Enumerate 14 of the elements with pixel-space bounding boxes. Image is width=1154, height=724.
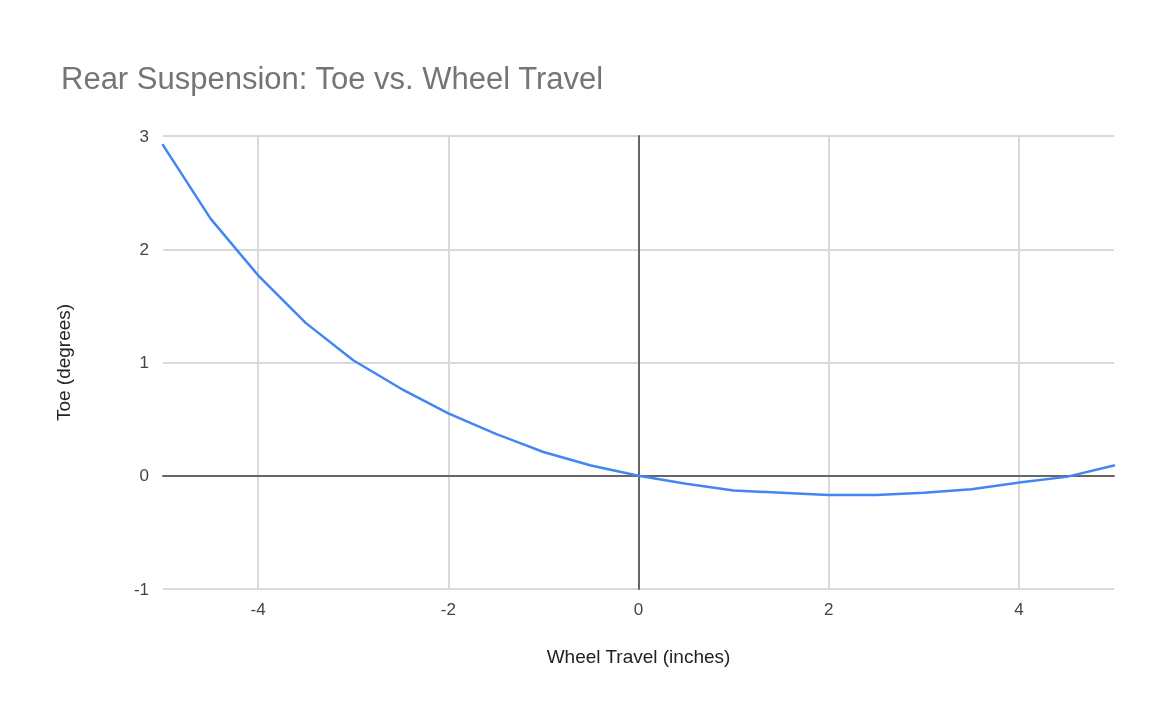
y-tick-label: 2 xyxy=(139,239,149,259)
x-tick-label: 2 xyxy=(823,600,834,619)
x-tick-label: 4 xyxy=(1014,600,1024,619)
y-tick-label: 0 xyxy=(139,466,149,486)
x-axis-title: Wheel Travel (inches) xyxy=(546,646,731,667)
x-tick-label: -2 xyxy=(440,600,456,619)
y-axis-title: Toe (degrees) xyxy=(53,303,74,422)
y-tick-label: 1 xyxy=(139,353,149,372)
chart-title: Rear Suspension: Toe vs. Wheel Travel xyxy=(61,61,604,96)
x-tick-label: 0 xyxy=(633,600,644,619)
y-tick-label: -1 xyxy=(133,579,149,599)
y-tick-label: 3 xyxy=(139,126,149,146)
x-tick-label: -4 xyxy=(250,600,266,619)
line-series xyxy=(161,143,1116,497)
